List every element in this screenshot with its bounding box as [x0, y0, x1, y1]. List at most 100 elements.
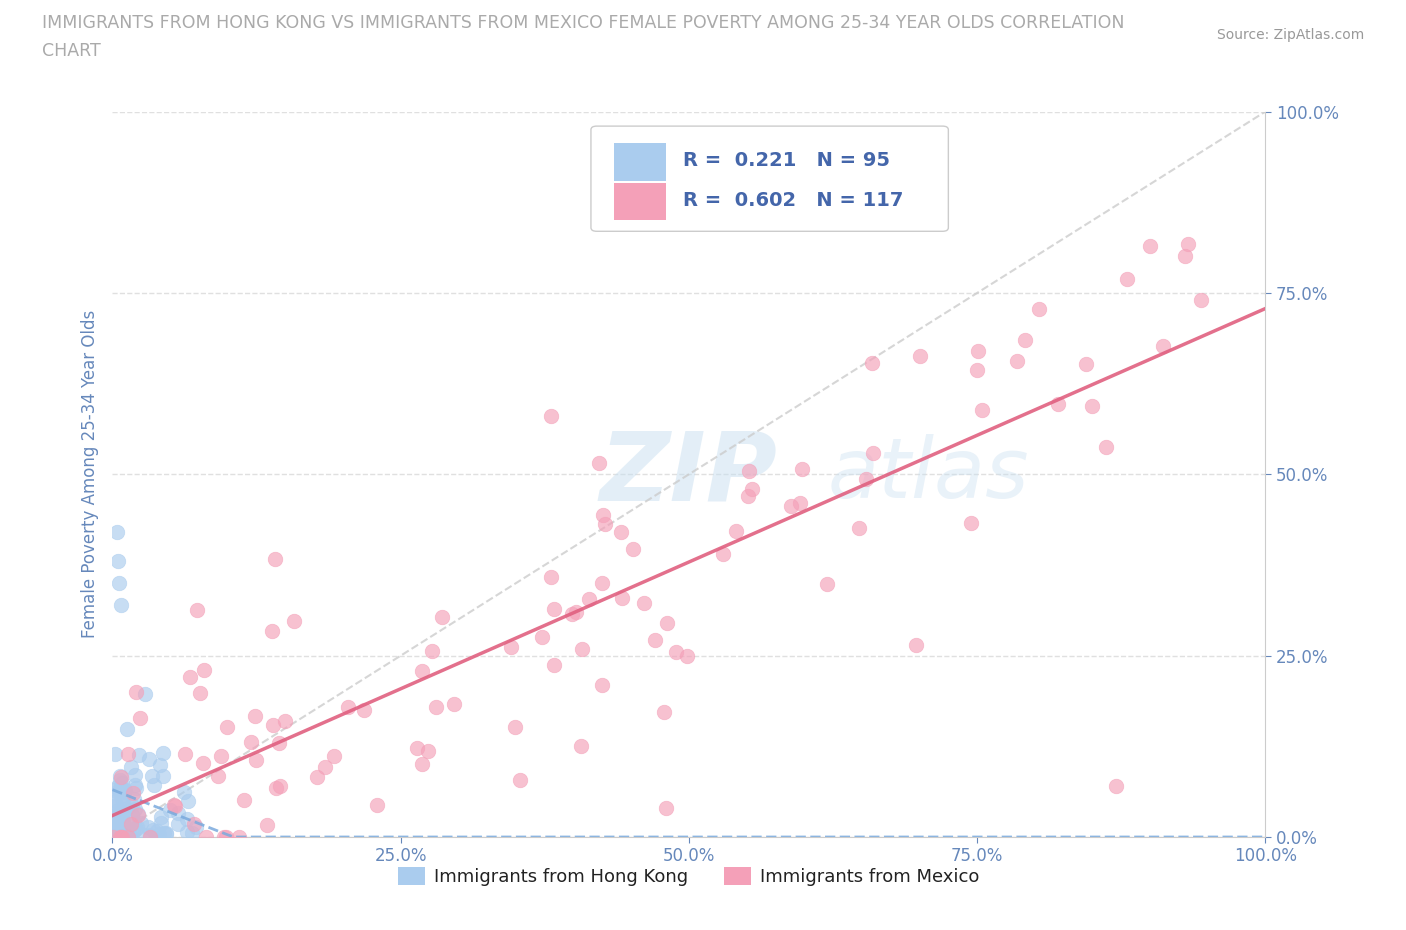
- Point: [194, 830, 217, 844]
- Point: [136, 819, 159, 834]
- Point: [138, 830, 160, 844]
- Point: [155, 827, 177, 842]
- Point: [565, 604, 588, 619]
- Point: [167, 806, 190, 821]
- Point: [129, 711, 152, 725]
- Point: [779, 498, 801, 513]
- Point: [967, 343, 990, 358]
- Point: [107, 554, 129, 569]
- Point: [124, 791, 146, 806]
- Point: [103, 793, 125, 808]
- Point: [1014, 333, 1036, 348]
- Point: [612, 591, 634, 605]
- Point: [1174, 248, 1197, 263]
- Point: [655, 801, 678, 816]
- Text: R =  0.221   N = 95: R = 0.221 N = 95: [683, 152, 890, 170]
- Point: [121, 798, 143, 813]
- Point: [260, 623, 283, 638]
- Point: [111, 806, 134, 821]
- Point: [108, 783, 131, 798]
- Point: [737, 489, 759, 504]
- Point: [155, 826, 177, 841]
- Point: [112, 804, 135, 819]
- Point: [129, 816, 152, 830]
- Point: [122, 785, 145, 800]
- Point: [111, 788, 134, 803]
- Point: [103, 830, 125, 844]
- Point: [416, 744, 439, 759]
- Point: [125, 780, 148, 795]
- Point: [256, 818, 278, 833]
- Point: [110, 824, 132, 839]
- Point: [152, 768, 174, 783]
- Point: [124, 777, 146, 792]
- Point: [101, 829, 124, 844]
- Point: [120, 817, 142, 831]
- Point: [107, 820, 129, 835]
- Point: [141, 769, 163, 784]
- Point: [101, 814, 124, 829]
- Point: [215, 830, 238, 844]
- Point: [904, 637, 927, 652]
- Point: [124, 802, 146, 817]
- Point: [966, 363, 988, 378]
- Point: [105, 525, 128, 539]
- Point: [411, 757, 433, 772]
- Legend: Immigrants from Hong Kong, Immigrants from Mexico: Immigrants from Hong Kong, Immigrants fr…: [391, 859, 987, 893]
- Point: [103, 814, 125, 829]
- Point: [117, 747, 139, 762]
- Point: [110, 769, 132, 784]
- Point: [323, 749, 346, 764]
- Point: [112, 818, 135, 833]
- Point: [676, 649, 699, 664]
- Point: [655, 616, 678, 631]
- Point: [855, 472, 877, 486]
- Point: [193, 662, 215, 677]
- Point: [337, 699, 360, 714]
- Point: [1005, 353, 1028, 368]
- Point: [209, 749, 232, 764]
- Point: [152, 746, 174, 761]
- Point: [610, 525, 633, 539]
- Point: [1189, 292, 1212, 307]
- Point: [115, 722, 138, 737]
- Point: [353, 703, 375, 718]
- Point: [111, 781, 134, 796]
- Point: [134, 686, 156, 701]
- Point: [501, 640, 523, 655]
- Point: [103, 783, 125, 798]
- Point: [531, 630, 554, 644]
- Point: [540, 409, 562, 424]
- Point: [118, 828, 141, 843]
- Point: [411, 664, 433, 679]
- Bar: [614, 182, 666, 220]
- Point: [654, 705, 676, 720]
- Bar: [614, 143, 666, 180]
- Point: [142, 777, 165, 792]
- Point: [105, 817, 128, 832]
- Point: [103, 830, 125, 844]
- Point: [173, 785, 195, 800]
- Point: [104, 798, 127, 813]
- Point: [561, 607, 583, 622]
- Point: [212, 830, 235, 844]
- Point: [108, 823, 131, 838]
- Point: [173, 747, 195, 762]
- Point: [108, 830, 131, 844]
- Point: [150, 816, 173, 830]
- Point: [163, 797, 186, 812]
- Point: [1104, 778, 1126, 793]
- Point: [110, 830, 132, 844]
- Point: [283, 614, 305, 629]
- Point: [908, 349, 931, 364]
- Point: [267, 736, 290, 751]
- Point: [571, 642, 593, 657]
- Point: [163, 799, 186, 814]
- FancyBboxPatch shape: [591, 126, 949, 232]
- Point: [167, 817, 190, 831]
- Point: [146, 823, 169, 838]
- Point: [105, 822, 128, 837]
- Point: [711, 547, 734, 562]
- Point: [725, 524, 748, 538]
- Point: [114, 819, 136, 834]
